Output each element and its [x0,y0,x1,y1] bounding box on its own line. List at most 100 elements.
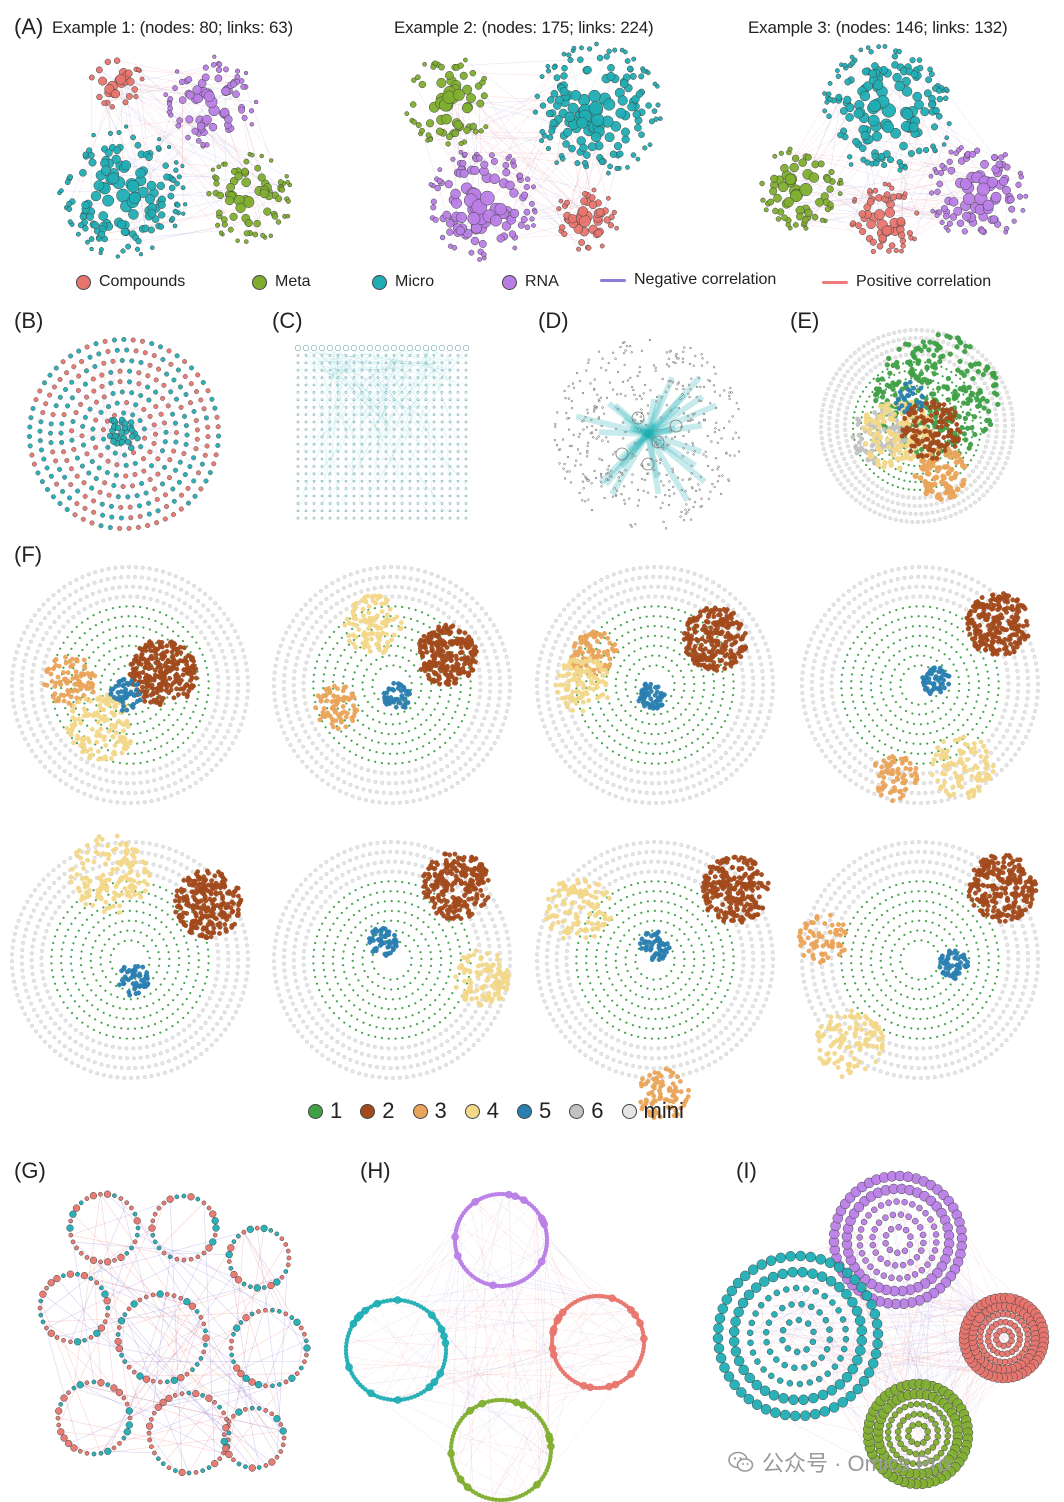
panel-e-m6-node [854,450,860,456]
panel-e-m3-node [951,474,958,481]
grid-node [432,435,436,439]
grid-node [296,442,300,446]
panel-f-1-bg-node [126,654,129,657]
grid-node [408,405,412,409]
panel-e-m2-node [948,406,954,412]
grid-node [368,398,372,402]
panel-e-m4-node [891,446,898,453]
edge [390,356,450,410]
edge [132,423,167,437]
grid-node [424,361,428,365]
panel-f-1-bg-node [86,617,89,620]
edge [101,198,287,235]
grid-node [368,457,372,461]
rna-node [928,173,934,179]
micro-node [180,164,185,169]
sparse-node [582,428,585,431]
panel-e-bg-node [1010,428,1015,433]
micro-node [935,112,943,120]
panel-e-bg-node [853,411,856,414]
panel-e-m1-node [974,395,980,402]
micro-node [860,156,867,163]
panel-e-m5-node [910,391,916,397]
panel-e-bg-node [835,412,840,418]
grid-node [384,428,388,431]
ring-node [174,353,180,359]
rna-node [203,90,215,102]
rna-node [1015,181,1022,188]
panel-e-bg-node [890,491,895,496]
panel-e-m2-node [935,424,941,430]
panel-f-1-bg-node [171,630,175,633]
ring-node [87,406,93,412]
panel-e-bg-node [912,503,917,509]
grid-node [384,502,388,505]
sparse-node [680,510,683,514]
panel-f-1-bg-node [118,605,121,609]
ring-node [53,403,59,409]
grid-node [360,472,364,476]
panel-f-1-bg-node [135,594,140,599]
grid-node [456,398,460,402]
ring-node [162,492,168,498]
legend-rna-label: RNA [525,273,559,290]
panel-e-bg-node [995,476,1000,481]
ring-node [105,348,111,355]
rna-node [1011,218,1017,224]
grid-node [368,472,372,476]
micro-node [183,202,188,207]
ring-node [203,415,209,421]
micro-node [631,56,637,62]
panel-e-m2-node [911,418,917,424]
edge [449,96,550,114]
grid-node [408,368,412,372]
sparse-node [582,487,585,490]
panel-e-m2-node [917,430,923,435]
grid-node [344,398,348,402]
rna-node [442,210,451,220]
grid-node [320,398,324,402]
ring-node [141,406,147,413]
ring-node [146,500,152,506]
ring-node [102,480,108,486]
grid-node [304,405,308,409]
meta-node [804,208,813,218]
panel-e-bg-node [907,488,910,491]
sparse-node [600,366,603,369]
ring-node [30,405,36,412]
panel-e-m6-node [856,440,862,446]
panel-e-bg-node [977,460,982,465]
meta-node [411,77,417,83]
micro-node [835,73,842,80]
sparse-node [659,438,662,441]
legend-meta-label: Meta [275,273,311,290]
panel-f-1-bg-node [192,743,197,748]
rna-node [234,68,241,74]
panel-f-1-bg-node [29,690,34,695]
ring-node [205,434,211,440]
panel-e-bg-node [843,433,848,438]
panel-f-1-bg-node [57,614,62,619]
panel-e-bg-node [893,355,898,360]
panel-f-1-bg-node [31,662,36,667]
panel-f-1-bg-node [184,590,189,596]
edge [790,179,970,200]
grid-node [456,376,460,379]
rna-node [936,180,944,188]
grid-node [344,368,348,372]
grid-node [408,376,412,379]
grid-node [304,413,308,416]
panel-e-m4-node [867,426,873,433]
micro-node [120,227,129,236]
compounds-node [101,100,107,107]
panel-e-m6-node [850,434,856,440]
panel-e-m2-node [923,400,929,406]
edge [888,215,938,252]
ring-node [87,354,93,360]
panel-e-m6-node [856,432,862,438]
micro-node [85,239,90,245]
micro-node [545,68,552,74]
sparse-node [689,477,692,480]
panel-e-bg-node [851,422,855,425]
panel-e-bg-node [834,371,839,376]
